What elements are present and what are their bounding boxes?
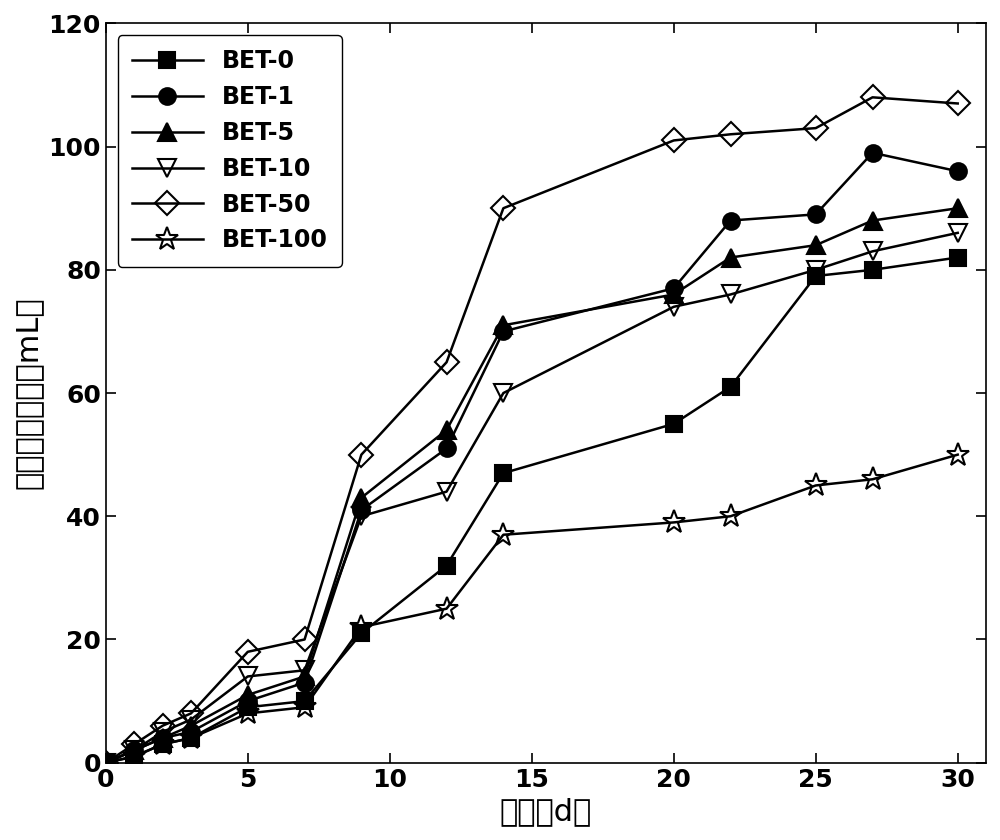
- BET-5: [668, 290, 680, 300]
- BET-5: [497, 320, 509, 330]
- BET-1: [441, 444, 453, 454]
- BET-100: [299, 702, 311, 712]
- BET-100: [355, 622, 367, 633]
- BET-10: [867, 246, 879, 256]
- BET-10: [242, 671, 254, 681]
- BET-5: [810, 240, 822, 250]
- BET-5: [242, 690, 254, 700]
- BET-1: [157, 733, 169, 743]
- BET-5: [441, 425, 453, 435]
- BET-5: [128, 745, 140, 755]
- BET-0: [242, 702, 254, 712]
- BET-100: [952, 449, 964, 459]
- BET-0: [668, 419, 680, 429]
- Line: BET-1: BET-1: [97, 144, 966, 771]
- BET-5: [100, 758, 112, 768]
- BET-10: [725, 290, 737, 300]
- Line: BET-0: BET-0: [98, 249, 965, 770]
- BET-100: [441, 604, 453, 614]
- BET-1: [867, 148, 879, 158]
- BET-50: [128, 739, 140, 749]
- BET-50: [355, 449, 367, 459]
- BET-100: [867, 475, 879, 485]
- BET-0: [185, 733, 197, 743]
- BET-1: [355, 505, 367, 515]
- Line: BET-5: BET-5: [97, 199, 967, 772]
- BET-10: [128, 745, 140, 755]
- BET-1: [497, 327, 509, 337]
- BET-0: [355, 628, 367, 638]
- Line: BET-50: BET-50: [97, 89, 966, 771]
- BET-10: [157, 727, 169, 737]
- BET-1: [185, 727, 197, 737]
- BET-5: [185, 721, 197, 731]
- BET-50: [185, 708, 197, 718]
- BET-100: [128, 752, 140, 762]
- BET-0: [299, 696, 311, 706]
- BET-1: [810, 209, 822, 219]
- BET-100: [497, 530, 509, 540]
- BET-50: [725, 129, 737, 139]
- BET-5: [952, 203, 964, 213]
- Line: BET-100: BET-100: [94, 443, 970, 774]
- BET-5: [299, 671, 311, 681]
- BET-1: [100, 758, 112, 768]
- BET-10: [100, 758, 112, 768]
- Legend: BET-0, BET-1, BET-5, BET-10, BET-50, BET-100: BET-0, BET-1, BET-5, BET-10, BET-50, BET…: [118, 35, 342, 266]
- BET-0: [867, 265, 879, 275]
- BET-100: [185, 733, 197, 743]
- BET-10: [810, 265, 822, 275]
- BET-0: [157, 739, 169, 749]
- BET-50: [952, 98, 964, 108]
- BET-100: [810, 480, 822, 491]
- BET-100: [668, 517, 680, 528]
- Line: BET-10: BET-10: [97, 223, 967, 772]
- BET-0: [725, 382, 737, 392]
- BET-10: [441, 486, 453, 496]
- BET-0: [100, 758, 112, 768]
- BET-5: [355, 493, 367, 503]
- BET-1: [299, 678, 311, 688]
- BET-100: [242, 708, 254, 718]
- BET-100: [725, 512, 737, 522]
- BET-1: [242, 696, 254, 706]
- BET-10: [185, 715, 197, 725]
- BET-10: [299, 665, 311, 675]
- BET-1: [128, 745, 140, 755]
- BET-5: [725, 253, 737, 263]
- BET-1: [952, 166, 964, 176]
- BET-50: [157, 721, 169, 731]
- BET-5: [867, 216, 879, 226]
- BET-100: [100, 758, 112, 768]
- BET-50: [242, 647, 254, 657]
- BET-50: [100, 758, 112, 768]
- BET-50: [441, 357, 453, 367]
- BET-1: [725, 216, 737, 226]
- BET-10: [355, 512, 367, 522]
- BET-50: [668, 135, 680, 145]
- BET-0: [810, 271, 822, 281]
- BET-0: [497, 468, 509, 478]
- BET-0: [441, 560, 453, 570]
- BET-0: [128, 752, 140, 762]
- BET-50: [867, 92, 879, 102]
- BET-0: [952, 253, 964, 263]
- BET-1: [668, 283, 680, 293]
- BET-50: [497, 203, 509, 213]
- BET-10: [668, 302, 680, 312]
- BET-50: [299, 634, 311, 644]
- X-axis label: 时间（d）: 时间（d）: [500, 797, 592, 826]
- Y-axis label: 甲烷累积产量（mL）: 甲烷累积产量（mL）: [14, 297, 43, 490]
- BET-50: [810, 123, 822, 134]
- BET-5: [157, 733, 169, 743]
- BET-10: [497, 388, 509, 398]
- BET-10: [952, 228, 964, 238]
- BET-100: [157, 739, 169, 749]
